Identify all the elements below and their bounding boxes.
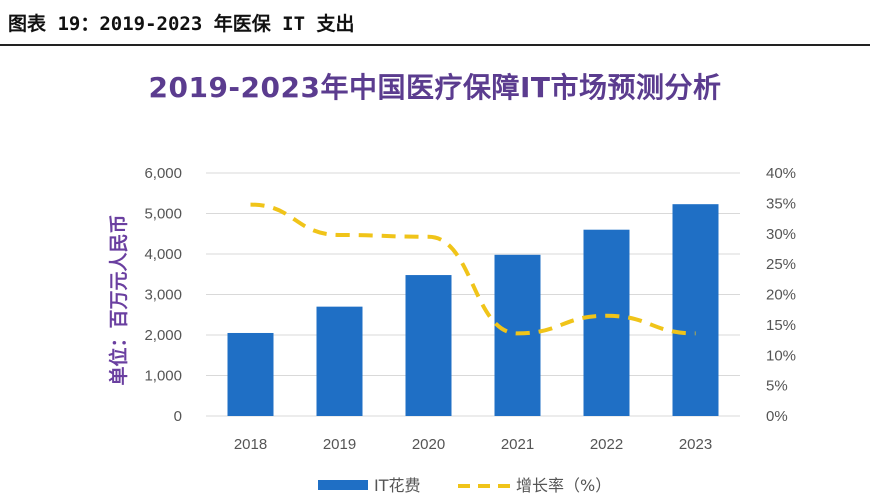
x-tick-label: 2022 xyxy=(590,436,623,453)
bar-2018 xyxy=(227,332,274,416)
x-tick-label: 2019 xyxy=(323,436,356,453)
x-tick-label: 2020 xyxy=(412,436,445,453)
right-tick-label: 20% xyxy=(766,287,796,304)
right-tick-label: 35% xyxy=(766,195,796,212)
x-axis-ticks: 2018 2019 2020 2021 2022 2023 xyxy=(234,436,712,453)
y-axis-title: 单位：百万元人民币 xyxy=(107,214,130,385)
legend-line-label: 增长率（%） xyxy=(516,476,611,495)
legend-bar-label: IT花费 xyxy=(374,476,421,495)
bar-2022 xyxy=(583,229,630,416)
x-tick-label: 2023 xyxy=(679,436,712,453)
right-tick-label: 40% xyxy=(766,165,796,182)
right-tick-label: 5% xyxy=(766,378,788,395)
x-tick-label: 2018 xyxy=(234,436,267,453)
legend: IT花费 增长率（%） xyxy=(318,476,611,495)
caption-divider xyxy=(0,44,870,46)
figure-caption: 图表 19：2019-2023 年医保 IT 支出 xyxy=(8,13,355,35)
growth-rate-line xyxy=(250,202,696,336)
left-tick-label: 1,000 xyxy=(144,368,182,385)
right-tick-label: 15% xyxy=(766,317,796,334)
right-tick-label: 10% xyxy=(766,347,796,364)
left-tick-label: 2,000 xyxy=(144,327,182,344)
left-tick-label: 6,000 xyxy=(144,165,182,182)
left-tick-label: 0 xyxy=(174,408,182,425)
gridlines xyxy=(206,172,740,417)
legend-bar-swatch xyxy=(318,480,368,490)
x-tick-label: 2021 xyxy=(501,436,534,453)
right-tick-label: 30% xyxy=(766,226,796,243)
left-tick-label: 5,000 xyxy=(144,206,182,223)
bar-2021 xyxy=(494,254,541,416)
right-axis-ticks: 40% 35% 30% 25% 20% 15% 10% 5% 0% xyxy=(766,165,796,425)
left-tick-label: 3,000 xyxy=(144,287,182,304)
right-tick-label: 0% xyxy=(766,408,788,425)
growth-line xyxy=(250,202,696,336)
right-tick-label: 25% xyxy=(766,256,796,273)
left-tick-label: 4,000 xyxy=(144,246,182,263)
bars xyxy=(227,204,719,416)
chart-title: 2019-2023年中国医疗保障IT市场预测分析 xyxy=(148,71,722,104)
bar-2019 xyxy=(316,306,363,416)
bar-2020 xyxy=(405,275,452,416)
left-axis-ticks: 6,000 5,000 4,000 3,000 2,000 1,000 0 xyxy=(144,165,182,425)
bar-2023 xyxy=(672,204,719,416)
